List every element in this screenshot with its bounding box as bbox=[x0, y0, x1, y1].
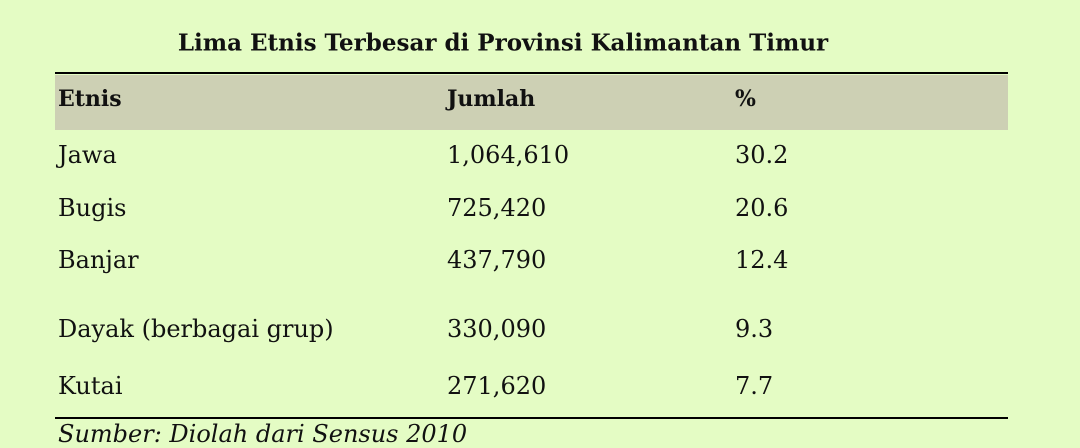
table-cell: Bugis bbox=[58, 194, 127, 222]
table-cell: Jawa bbox=[58, 141, 117, 169]
column-header: % bbox=[735, 86, 756, 112]
table-cell: 20.6 bbox=[735, 194, 789, 222]
source-note: Sumber: Diolah dari Sensus 2010 bbox=[58, 420, 468, 448]
top-rule bbox=[55, 72, 1008, 74]
column-header: Jumlah bbox=[447, 86, 536, 112]
table-cell: 7.7 bbox=[735, 372, 774, 400]
table-cell: 271,620 bbox=[447, 372, 547, 400]
table-cell: Banjar bbox=[58, 246, 139, 274]
header-bar bbox=[55, 75, 1008, 130]
table-cell: 1,064,610 bbox=[447, 141, 570, 169]
bottom-rule bbox=[55, 417, 1008, 419]
table-cell: 12.4 bbox=[735, 246, 789, 274]
table-title: Lima Etnis Terbesar di Provinsi Kalimant… bbox=[177, 29, 829, 57]
table-cell: 725,420 bbox=[447, 194, 547, 222]
table-cell: 30.2 bbox=[735, 141, 789, 169]
table-cell: 330,090 bbox=[447, 315, 547, 343]
page: Lima Etnis Terbesar di Provinsi Kalimant… bbox=[55, 29, 1008, 446]
table-cell: 437,790 bbox=[447, 246, 547, 274]
column-header: Etnis bbox=[58, 86, 122, 112]
table-cell: Dayak (berbagai grup) bbox=[58, 315, 334, 343]
table-cell: 9.3 bbox=[735, 315, 774, 343]
table-cell: Kutai bbox=[58, 372, 123, 400]
